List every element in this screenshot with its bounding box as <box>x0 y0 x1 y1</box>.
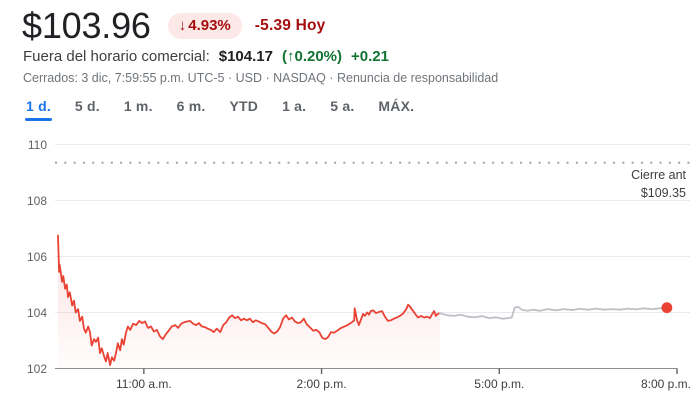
after-hours-label: Fuera del horario comercial: <box>23 48 210 65</box>
price-line-market_hours <box>57 234 441 366</box>
down-arrow-icon: ↓ <box>178 17 187 34</box>
disclaimer-link[interactable]: Renuncia de responsabilidad <box>336 71 499 85</box>
tab-1a[interactable]: 1 a. <box>281 96 307 123</box>
y-axis-label-102: 102 <box>26 361 47 376</box>
tab-1d[interactable]: 1 d. <box>25 96 52 123</box>
price-area-fill <box>58 235 440 369</box>
change-absolute-today: -5.39 Hoy <box>254 17 326 34</box>
tab-5d[interactable]: 5 d. <box>74 96 101 123</box>
after-hours-change-abs: +0.21 <box>351 48 389 65</box>
after-hours-row: Fuera del horario comercial: $104.17 (↑0… <box>23 47 389 67</box>
y-axis-label-110: 110 <box>27 137 47 152</box>
last-price-dot <box>661 302 673 314</box>
tab-1m[interactable]: 1 m. <box>123 96 154 123</box>
market-status-text: Cerrados: 3 dic, 7:59:55 p.m. UTC-5 · US… <box>23 71 326 85</box>
y-axis-label-106: 106 <box>26 249 47 264</box>
previous-close-annotation: Cierre ant $109.35 <box>631 166 686 202</box>
current-price: $103.96 <box>22 5 151 46</box>
price-line-after_hours <box>439 306 668 320</box>
previous-close-value: $109.35 <box>640 186 686 200</box>
change-percent-value: 4.93% <box>188 17 231 34</box>
tab-6m[interactable]: 6 m. <box>176 96 207 123</box>
y-axis-label-104: 104 <box>26 305 47 320</box>
tab-ytd[interactable]: YTD <box>229 96 260 123</box>
change-percent-badge: ↓ 4.93% <box>167 13 242 39</box>
x-axis-label-1100am: 11:00 a.m. <box>115 377 172 391</box>
x-axis-label-200pm: 2:00 p.m. <box>296 377 347 391</box>
market-status-row: Cerrados: 3 dic, 7:59:55 p.m. UTC-5 · US… <box>23 70 498 86</box>
time-range-tabs: 1 d. 5 d. 1 m. 6 m. YTD 1 a. 5 a. MÁX. <box>25 96 415 123</box>
tab-max[interactable]: MÁX. <box>377 96 415 123</box>
price-header: $103.96 ↓ 4.93% -5.39 Hoy <box>22 5 326 47</box>
tab-5a[interactable]: 5 a. <box>329 96 355 123</box>
x-axis-label-500pm: 5:00 p.m. <box>474 377 525 391</box>
after-hours-change-pct: (↑0.20%) <box>281 48 343 65</box>
x-axis-label-800pm: 8:00 p.m. <box>640 377 692 391</box>
previous-close-label: Cierre ant <box>631 168 686 182</box>
y-axis-label-108: 108 <box>26 193 47 208</box>
status-separator: · <box>325 71 337 85</box>
after-hours-price: $104.17 <box>218 48 273 65</box>
